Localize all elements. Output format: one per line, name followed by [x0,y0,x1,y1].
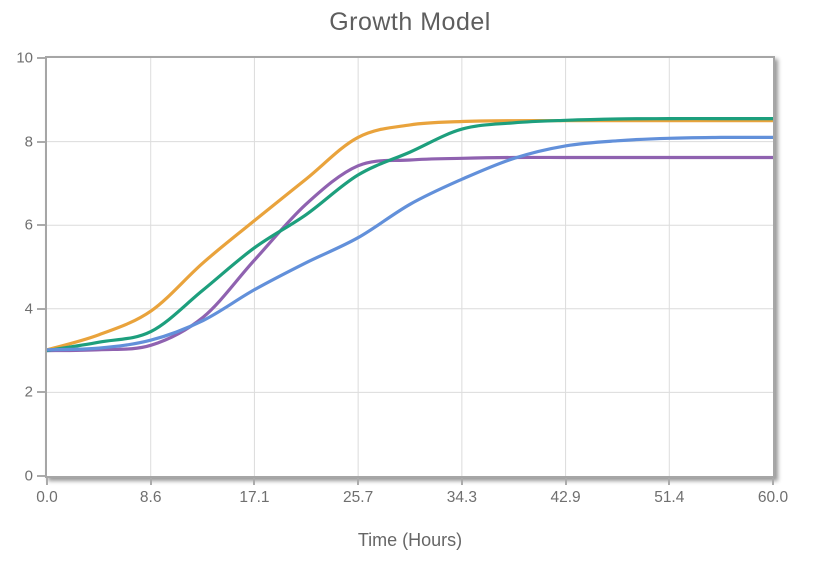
y-tick-label: 6 [24,216,33,234]
x-tick-label: 8.6 [139,489,162,506]
x-tick-label: 25.7 [343,489,374,506]
x-tick-label: 0.0 [36,489,58,506]
y-tick-mark [37,140,45,143]
purple-curve [47,155,773,353]
x-tick-label: 34.3 [446,489,477,506]
x-tick-mark [564,478,567,485]
y-tick-mark [37,307,45,310]
x-tick-mark [460,478,463,485]
y-tick-mark [37,57,45,59]
green-curve [47,116,773,353]
x-tick-label: 42.9 [550,489,581,506]
plot-svg [47,58,773,476]
orange-curve [47,119,773,352]
x-tick-label: 51.4 [654,489,685,506]
series-lines [47,116,773,353]
y-tick-label: 4 [24,300,33,318]
gridlines [47,58,773,476]
y-tick-label: 0 [24,467,33,485]
y-tick-mark [37,224,45,227]
y-tick-mark [37,475,45,477]
x-tick-label: 17.1 [239,489,270,506]
y-tick-mark [37,391,45,394]
x-tick-mark [772,478,774,485]
x-tick-mark [357,478,360,485]
blue-curve [47,135,773,352]
x-tick-mark [149,478,152,485]
y-tick-label: 10 [16,49,33,67]
x-tick-mark [46,478,48,485]
y-tick-label: 2 [24,383,33,401]
x-tick-mark [253,478,256,485]
x-tick-mark [668,478,671,485]
plot-area [45,56,775,478]
chart-title: Growth Model [329,8,491,36]
y-tick-label: 8 [24,133,33,151]
x-axis-title: Time (Hours) [357,530,463,550]
x-tick-label: 60.0 [757,489,789,506]
